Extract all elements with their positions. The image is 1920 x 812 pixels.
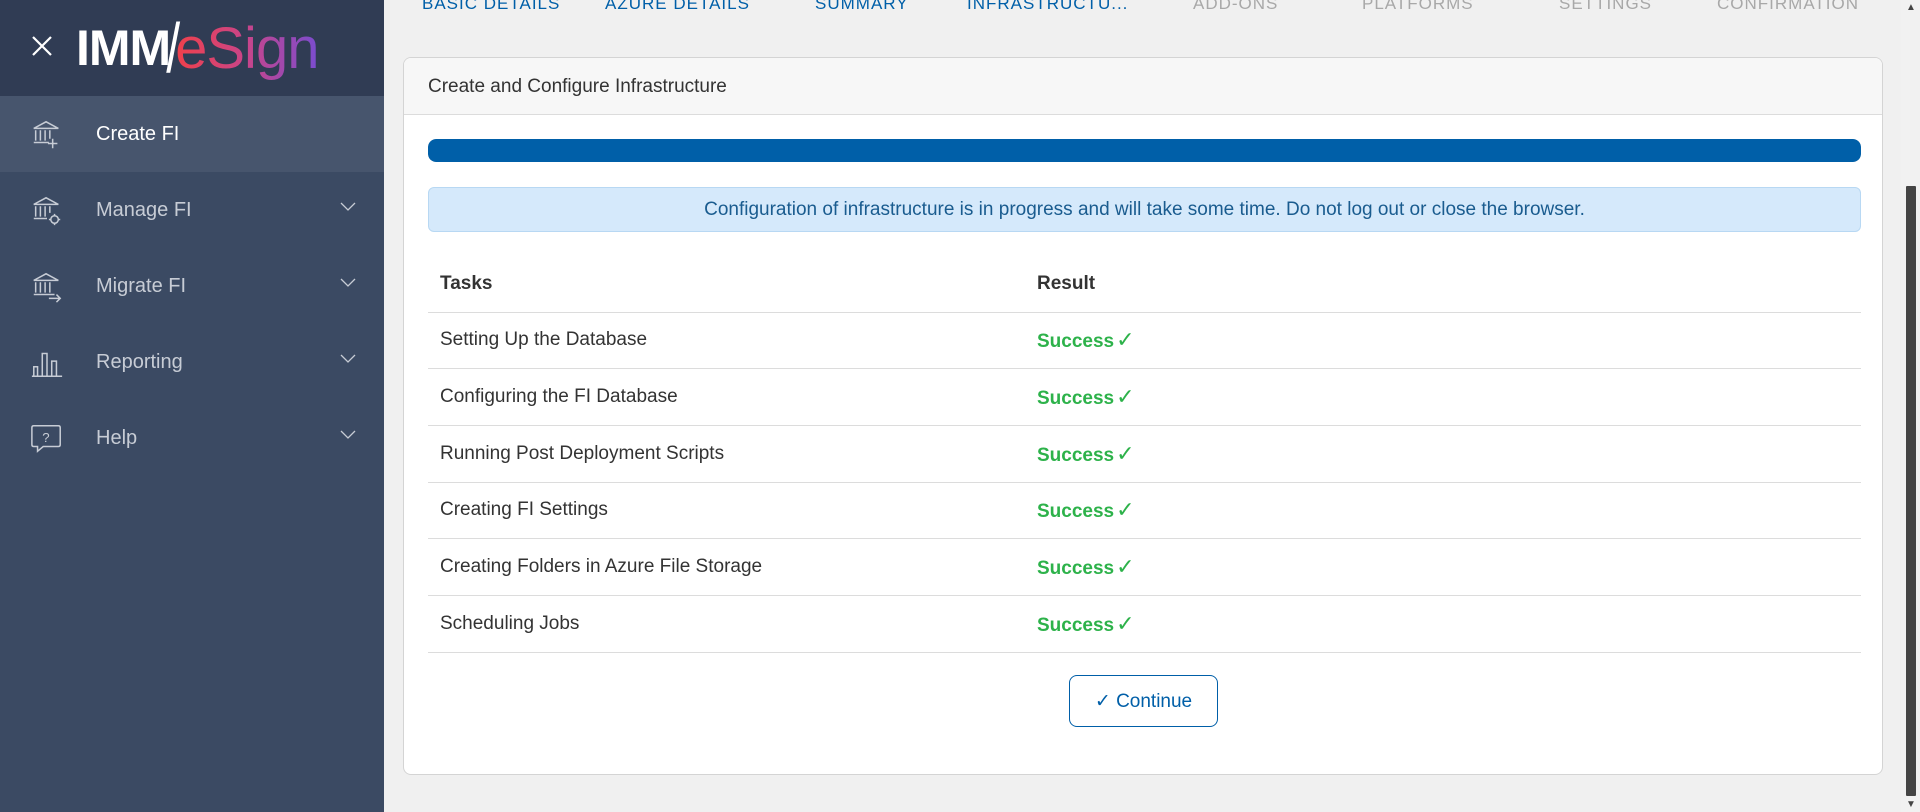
sidebar-item-label: Help (96, 426, 138, 449)
logo-brand: IMM (76, 20, 171, 76)
check-icon: ✓ (1116, 440, 1135, 466)
table-row: Setting Up the Database Success✓ (428, 312, 1861, 370)
task-name: Creating Folders in Azure File Storage (428, 538, 1025, 596)
column-header-tasks: Tasks (428, 257, 1025, 313)
check-icon: ✓ (1116, 497, 1135, 523)
progress-fill (428, 139, 1861, 162)
logo-product: eSign (175, 15, 319, 81)
sidebar-item-reporting[interactable]: Reporting (0, 324, 384, 400)
infrastructure-card: Create and Configure Infrastructure Conf… (403, 57, 1883, 775)
help-bubble-icon: ? (31, 425, 61, 453)
sidebar-item-label: Create FI (96, 122, 180, 145)
step-tab-0[interactable]: BASIC DETAILS (422, 0, 561, 13)
step-tab-3[interactable]: INFRASTRUCTU... (967, 0, 1129, 13)
check-icon: ✓ (1094, 690, 1111, 712)
task-name: Scheduling Jobs (428, 595, 1025, 653)
step-tab-2[interactable]: SUMMARY (815, 0, 909, 13)
bank-gear-icon (33, 196, 61, 226)
task-result: Success✓ (1025, 368, 1861, 426)
step-tab-7[interactable]: CONFIRMATION (1717, 0, 1860, 13)
svg-text:?: ? (42, 430, 49, 445)
check-icon: ✓ (1116, 384, 1135, 410)
bank-arrow-icon (33, 272, 62, 303)
step-tab-1[interactable]: AZURE DETAILS (605, 0, 750, 13)
sidebar-item-label: Reporting (96, 350, 183, 373)
scroll-up-icon[interactable]: ▲ (1906, 2, 1916, 13)
check-icon: ✓ (1116, 610, 1135, 636)
scrollbar-thumb[interactable] (1906, 186, 1916, 796)
step-tab-6[interactable]: SETTINGS (1559, 0, 1653, 13)
check-icon: ✓ (1116, 554, 1135, 580)
column-header-result: Result (1025, 257, 1861, 313)
table-row: Scheduling Jobs Success✓ (428, 595, 1861, 653)
continue-label: Continue (1116, 690, 1193, 712)
bar-chart-icon (31, 352, 63, 377)
continue-button[interactable]: ✓ Continue (1069, 675, 1218, 727)
table-row: Creating Folders in Azure File Storage Su… (428, 538, 1861, 596)
sidebar: IMM / eSign Create FI Manage FI Migrate FI Re… (0, 0, 384, 812)
progress-bar (428, 139, 1861, 162)
check-icon: ✓ (1116, 327, 1135, 353)
info-alert: Configuration of infrastructure is in pr… (428, 187, 1861, 232)
scrollbar[interactable]: ▲ ▼ (1901, 0, 1920, 812)
task-name: Setting Up the Database (428, 312, 1025, 370)
step-tab-4[interactable]: ADD-ONS (1193, 0, 1279, 13)
table-row: Configuring the FI Database Success✓ (428, 368, 1861, 426)
task-name: Running Post Deployment Scripts (428, 425, 1025, 483)
task-result: Success✓ (1025, 425, 1861, 483)
result-text: Success (1037, 331, 1115, 353)
sidebar-header: IMM / eSign (0, 0, 384, 96)
result-text: Success (1037, 388, 1115, 410)
task-name: Configuring the FI Database (428, 368, 1025, 426)
sidebar-item-help[interactable]: ? Help (0, 400, 384, 476)
table-row: Running Post Deployment Scripts Success✓ (428, 425, 1861, 483)
task-result: Success✓ (1025, 312, 1861, 370)
result-text: Success (1037, 614, 1115, 636)
sidebar-item-label: Manage FI (96, 198, 192, 221)
sidebar-item-migrate-fi[interactable]: Migrate FI (0, 248, 384, 324)
chevron-down-icon[interactable] (340, 354, 356, 364)
task-name: Creating FI Settings (428, 482, 1025, 540)
result-text: Success (1037, 558, 1115, 580)
stepper: BASIC DETAILS AZURE DETAILS SUMMARY INFRAST… (384, 0, 1901, 14)
sidebar-item-label: Migrate FI (96, 274, 187, 297)
chevron-down-icon[interactable] (340, 202, 356, 212)
result-text: Success (1037, 444, 1115, 466)
logo: IMM / eSign (76, 8, 319, 88)
close-icon[interactable] (30, 34, 54, 58)
table-row: Creating FI Settings Success✓ (428, 482, 1861, 540)
task-result: Success✓ (1025, 538, 1861, 596)
result-text: Success (1037, 501, 1115, 523)
chevron-down-icon[interactable] (340, 430, 356, 440)
sidebar-item-manage-fi[interactable]: Manage FI (0, 172, 384, 248)
scroll-down-icon[interactable]: ▼ (1906, 799, 1916, 810)
tasks-table: Tasks Result Setting Up the Database Succ… (428, 257, 1861, 653)
task-result: Success✓ (1025, 595, 1861, 653)
sidebar-item-create-fi[interactable]: Create FI (0, 96, 384, 172)
card-title: Create and Configure Infrastructure (404, 58, 1882, 115)
chevron-down-icon[interactable] (340, 278, 356, 288)
bank-plus-icon (33, 120, 59, 149)
step-tab-5[interactable]: PLATFORMS (1362, 0, 1474, 13)
task-result: Success✓ (1025, 482, 1861, 540)
